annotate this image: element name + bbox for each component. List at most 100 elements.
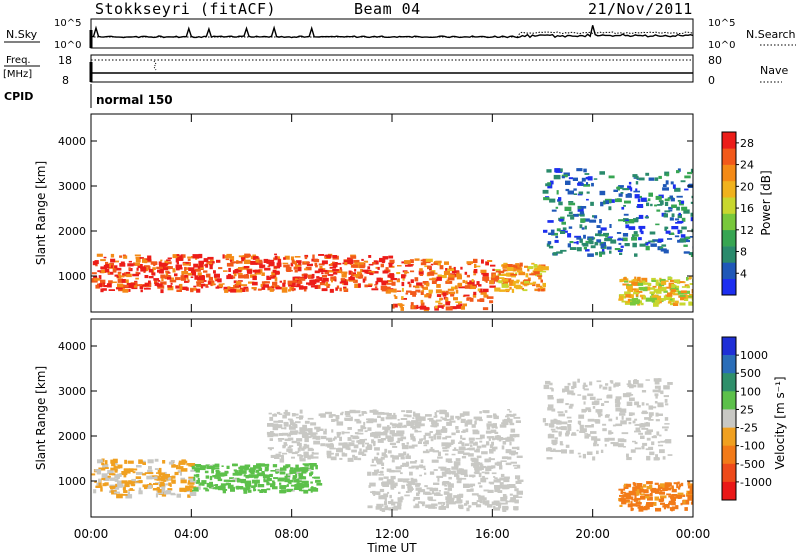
echo-cell [632,420,636,424]
echo-cell [337,433,340,438]
echo-cell [687,491,693,495]
echo-cell [584,435,590,439]
echo-cell [344,262,348,266]
echo-cell [505,415,509,418]
echo-cell [279,467,287,471]
echo-cell [182,254,186,257]
echo-cell [473,291,477,295]
echo-cell [442,449,449,452]
echo-cell [308,468,312,471]
echo-cell [245,474,250,479]
echo-cell [635,188,638,192]
echo-cell [509,414,515,417]
echo-cell [504,495,508,500]
echo-cell [656,413,663,416]
echo-cell [245,480,251,485]
colorbar-tick-label: 16 [740,202,754,215]
echo-cell [398,491,401,494]
echo-cell [512,464,520,467]
echo-cell [442,292,447,297]
echo-cell [669,279,675,282]
echo-cell [313,476,320,479]
echo-cell [392,446,398,448]
echo-cell [245,288,249,292]
echo-cell [397,265,402,267]
echo-cell [567,243,571,248]
echo-cell [381,483,387,486]
echo-cell [157,489,162,493]
echo-cell [252,281,258,286]
echo-cell [361,412,368,414]
echo-cell [455,289,459,294]
echo-cell [387,425,390,430]
echo-cell [659,483,665,488]
echo-cell [127,263,134,267]
echo-cell [431,272,438,275]
echo-cell [614,398,620,404]
echo-cell [684,188,689,191]
echo-cell [691,297,693,301]
echo-cell [649,492,653,497]
echo-cell [345,279,349,282]
echo-cell [162,267,169,271]
echo-cell [540,279,543,283]
echo-cell [272,486,278,490]
echo-cell [487,421,492,424]
echo-cell [140,266,145,269]
echo-cell [107,469,114,474]
echo-cell [489,449,494,454]
echo-cell [330,456,337,461]
echo-cell [256,479,260,484]
echo-cell [274,253,277,256]
echo-cell [654,385,661,389]
echo-cell [380,263,384,268]
echo-cell [463,294,470,297]
echo-cell [281,427,286,430]
echo-cell [122,254,126,257]
echo-cell [237,479,241,483]
echo-cell [154,458,159,462]
echo-cell [440,416,443,419]
echo-cell [455,426,459,430]
echo-cell [632,440,636,443]
echo-cell [123,272,126,277]
echo-cell [171,475,176,479]
x-tick-label: 04:00 [174,527,209,541]
echo-cell [307,447,313,452]
echo-cell [297,468,301,471]
echo-cell [297,447,301,452]
echo-cell [542,418,546,423]
echo-cell [406,271,410,274]
echo-cell [454,500,462,504]
echo-cell [669,291,676,295]
echo-cell [114,478,119,482]
echo-cell [680,234,686,238]
echo-cell [153,278,160,281]
echo-cell [544,423,549,426]
echo-cell [339,267,342,270]
echo-cell [380,417,385,422]
echo-cell [679,294,686,297]
echo-cell [268,277,272,280]
echo-cell [268,412,272,415]
echo-cell [484,501,489,506]
echo-cell [627,185,632,190]
echo-cell [407,484,412,489]
echo-cell [271,285,278,288]
echo-cell [459,413,465,417]
echo-cell [625,220,628,224]
echo-cell [402,478,410,481]
nsearch-tick-bottom: 10^0 [708,40,735,51]
echo-cell [621,300,626,303]
echo-cell [654,489,659,494]
echo-cell [636,405,641,408]
echo-cell [371,288,379,291]
echo-cell [229,256,235,259]
echo-cell [561,174,568,178]
echo-cell [639,493,645,496]
echo-cell [586,433,591,437]
echo-cell [548,245,554,249]
echo-cell [623,205,626,207]
echo-cell [394,482,398,487]
